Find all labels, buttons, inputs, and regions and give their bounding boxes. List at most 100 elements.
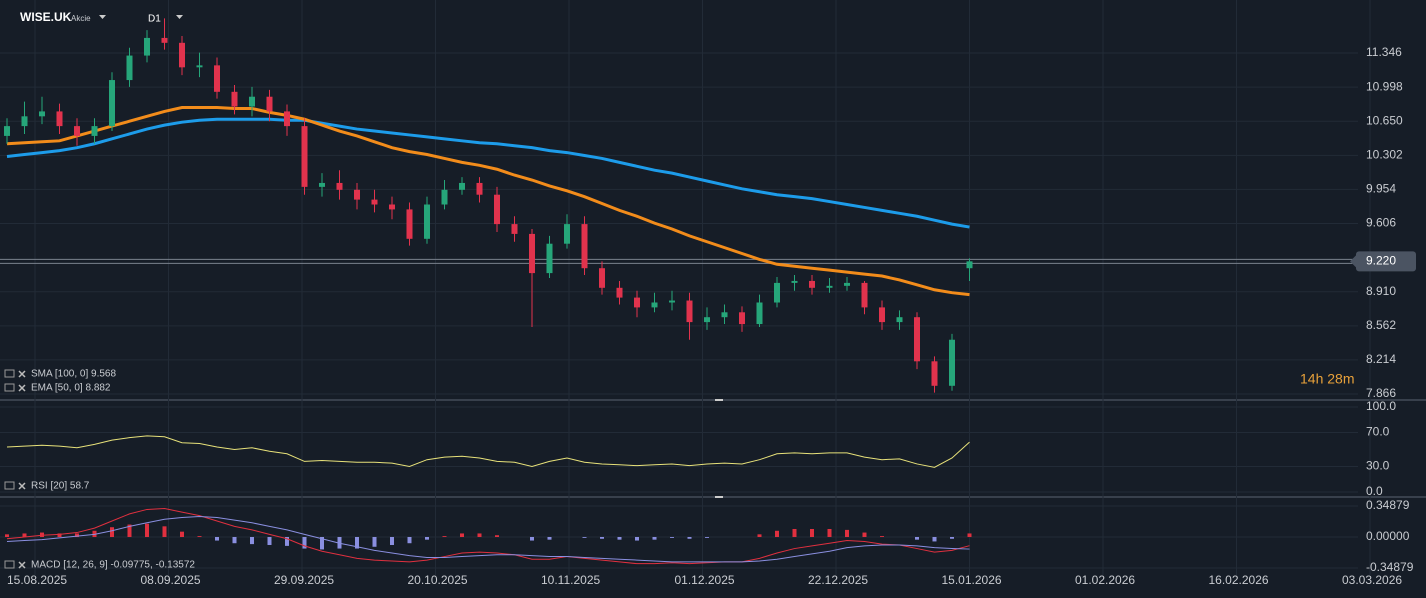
panel-handle[interactable]	[715, 496, 723, 498]
macd-histogram-bar	[880, 536, 884, 537]
y-tick-label: 8.562	[1366, 318, 1396, 332]
macd-histogram-bar	[705, 537, 709, 538]
macd-histogram-bar	[670, 537, 674, 538]
macd-histogram-bar	[932, 537, 937, 542]
macd-histogram-bar	[75, 533, 79, 537]
candle-body	[844, 282, 850, 286]
candle-body	[56, 111, 63, 127]
y-tick-label: 11.346	[1366, 45, 1402, 59]
legend-icon	[4, 560, 15, 569]
remove-icon	[18, 561, 26, 569]
x-tick-label: 08.09.2025	[141, 573, 201, 587]
candle-body	[581, 224, 588, 269]
macd-histogram-bar	[127, 524, 132, 537]
candle-body	[914, 317, 920, 362]
indicator-legend: EMA [50, 0] 8.882	[31, 383, 111, 394]
macd-histogram-bar	[810, 529, 814, 537]
candle-body	[74, 126, 80, 136]
macd-histogram-bar	[425, 537, 429, 540]
y-tick-label: 10.998	[1366, 79, 1403, 93]
candle-body	[196, 65, 203, 68]
last-price-label: 9.220	[1366, 254, 1396, 268]
candle-body	[721, 312, 728, 318]
macd-histogram-bar	[232, 537, 237, 544]
candle-body	[284, 111, 290, 127]
indicator-legend: RSI [20] 58.7	[31, 481, 90, 492]
candle-body	[406, 209, 413, 239]
macd-histogram-bar	[302, 537, 307, 549]
x-tick-label: 20.10.2025	[408, 573, 468, 587]
macd-histogram-bar	[145, 523, 149, 537]
macd-histogram-bar	[442, 536, 447, 537]
y-tick-label: 0.0	[1366, 484, 1383, 498]
candle-body	[809, 280, 815, 288]
candle-body	[564, 224, 570, 244]
candle-body	[756, 302, 763, 325]
candle-body	[39, 111, 45, 117]
macd-histogram-bar	[652, 537, 657, 540]
candle-body	[319, 182, 325, 187]
bar-countdown: 14h 28m	[1300, 371, 1354, 387]
y-tick-label: 8.214	[1366, 352, 1396, 366]
y-tick-label: 70.0	[1366, 425, 1390, 439]
x-tick-label: 15.01.2026	[942, 573, 1002, 587]
macd-histogram-bar	[757, 534, 762, 537]
symbol[interactable]: WISE.UK	[20, 10, 72, 24]
candle-body	[669, 300, 675, 303]
macd-histogram-bar	[687, 537, 692, 539]
candle-body	[879, 307, 885, 323]
candle-body	[966, 261, 973, 269]
rsi-line	[6, 435, 970, 468]
candle-body	[459, 182, 465, 190]
candle-body	[651, 302, 658, 308]
candle-body	[616, 287, 623, 298]
y-tick-label: 0.34879	[1366, 498, 1410, 512]
x-tick-label: 01.02.2026	[1075, 573, 1135, 587]
candle-body	[599, 268, 605, 288]
macd-histogram-bar	[582, 537, 587, 538]
remove-icon	[18, 384, 26, 392]
macd-histogram-bar	[460, 533, 464, 537]
macd-histogram-bar	[792, 529, 797, 537]
macd-histogram-bar	[320, 537, 324, 550]
candle-body	[144, 37, 150, 56]
macd-histogram-bar	[635, 537, 639, 541]
candle-body	[529, 233, 535, 274]
timeframe[interactable]: D1	[148, 14, 161, 25]
macd-histogram-bar	[355, 537, 359, 549]
candle-body	[774, 282, 780, 303]
x-tick-label: 15.08.2025	[7, 573, 67, 587]
candle-body	[896, 317, 903, 323]
moving-average-line	[6, 117, 970, 229]
macd-line	[6, 508, 970, 565]
candle-body	[179, 42, 185, 68]
legend-icon	[4, 369, 15, 378]
macd-histogram-bar	[915, 537, 919, 540]
candle-body	[686, 300, 693, 323]
x-tick-label: 03.03.2026	[1342, 573, 1402, 587]
candle-body	[21, 116, 28, 127]
y-tick-label: 10.650	[1366, 113, 1403, 127]
macd-histogram-bar	[495, 535, 499, 537]
y-tick-label: 0.00000	[1366, 529, 1410, 543]
candle-body	[91, 126, 98, 136]
macd-histogram-bar	[5, 534, 9, 537]
y-tick-label: 8.910	[1366, 284, 1396, 298]
candle-body	[231, 91, 238, 107]
candle-body	[494, 194, 500, 225]
legend-icon	[4, 481, 15, 490]
macd-histogram-bar	[285, 537, 289, 546]
macd-histogram-bar	[827, 529, 832, 537]
candle-body	[266, 96, 273, 112]
dropdown-arrow[interactable]	[176, 15, 183, 19]
panel-handle[interactable]	[715, 399, 723, 401]
last-price-box	[1356, 251, 1416, 272]
candle-body	[214, 65, 220, 92]
macd-histogram-bar	[845, 529, 849, 537]
candle-body	[634, 297, 640, 308]
last-price-pointer	[1350, 255, 1356, 268]
dropdown-arrow[interactable]	[99, 15, 106, 19]
x-tick-label: 16.02.2026	[1209, 573, 1269, 587]
candle-body	[371, 199, 378, 205]
